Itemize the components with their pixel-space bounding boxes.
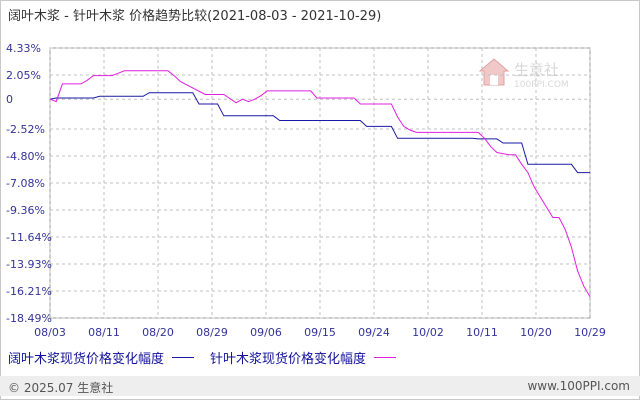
x-tick-label: 09/15 [304, 326, 336, 339]
x-tick-label: 08/29 [196, 326, 228, 339]
legend-label-series1: 阔叶木浆现货价格变化幅度 [8, 352, 165, 367]
x-axis-ticks: 08/03 08/11 08/20 08/29 09/06 09/15 09/24 10/02… [34, 326, 606, 339]
series-line-1 [49, 92, 590, 174]
copyright-text: © 2025.07 生意社 [8, 381, 114, 395]
x-tick-label: 10/11 [466, 326, 498, 339]
y-tick-label: -4.80% [6, 150, 45, 163]
x-tick-label: 10/20 [520, 326, 552, 339]
y-tick-label: 4.33% [6, 42, 41, 55]
grid [49, 47, 591, 319]
legend-swatch-series1 [172, 357, 195, 358]
x-tick-label: 10/29 [574, 326, 606, 339]
legend: 阔叶木浆现货价格变化幅度 针叶木浆现货价格变化幅度 [8, 348, 412, 367]
y-tick-label: 0 [6, 93, 13, 106]
y-tick-label: -18.49% [6, 312, 52, 325]
series-line-2 [49, 70, 591, 298]
house-icon [478, 58, 510, 86]
y-tick-label: -16.21% [6, 285, 52, 298]
x-tick-label: 09/24 [358, 326, 390, 339]
y-tick-label: -11.64% [6, 231, 52, 244]
series-lines [49, 70, 591, 298]
x-tick-label: 09/06 [250, 326, 282, 339]
y-tick-label: -13.93% [6, 258, 52, 271]
legend-label-series2: 针叶木浆现货价格变化幅度 [210, 352, 367, 367]
y-axis-ticks: 4.33% 2.05% 0 -2.52% -4.80% -7.08% -9.36% -11.6… [6, 42, 52, 325]
x-tick-label: 08/11 [88, 326, 120, 339]
x-tick-label: 08/20 [142, 326, 174, 339]
legend-swatch-series2 [374, 357, 397, 358]
chart-title: 阔叶木浆 - 针叶木浆 价格趋势比较(2021-08-03 - 2021-10-… [8, 9, 382, 24]
site-link[interactable]: www.100PPI.com [527, 379, 630, 393]
footer: © 2025.07 生意社 www.100PPI.com [0, 376, 640, 396]
y-tick-label: -9.36% [6, 204, 45, 217]
y-tick-label: -7.08% [6, 177, 45, 190]
y-tick-label: 2.05% [6, 69, 41, 82]
x-tick-label: 08/03 [34, 326, 66, 339]
watermark-url: 100PPI.COM [514, 80, 569, 90]
x-tick-label: 10/02 [412, 326, 444, 339]
y-tick-label: -2.52% [6, 123, 45, 136]
